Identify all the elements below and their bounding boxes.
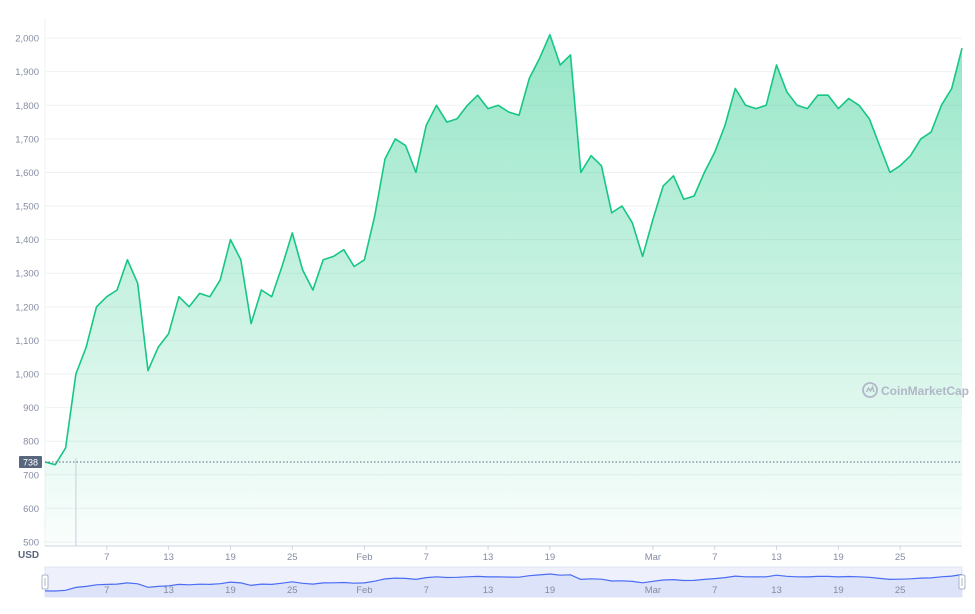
y-tick-label: 1,000 <box>15 370 39 381</box>
y-tick-label: 1,700 <box>15 134 39 145</box>
x-tick-label: 7 <box>712 552 717 563</box>
navigator-line <box>44 573 963 592</box>
navigator-tick-label: 25 <box>287 585 298 596</box>
price-area-fill <box>45 34 962 546</box>
navigator-tick-label: 19 <box>225 585 236 596</box>
x-tick-label: 13 <box>771 552 782 563</box>
y-tick-label: 1,900 <box>15 67 39 78</box>
x-tick-label: Mar <box>645 552 661 563</box>
currency-label: USD <box>18 550 39 561</box>
watermark-logo: CoinMarketCap <box>862 382 969 398</box>
range-navigator[interactable]: 7 13 19 25 Feb 7 13 19 Mar 7 13 19 25 <box>41 566 966 598</box>
x-tick-label: 19 <box>225 552 236 563</box>
y-axis-ticks: 500 600 700 800 900 1,000 1,100 1,200 1,300 1,400… <box>15 34 39 549</box>
x-tick-label: 19 <box>833 552 844 563</box>
y-tick-label: 1,500 <box>15 202 39 213</box>
x-tick-label: 7 <box>104 552 109 563</box>
navigator-tick-label: 13 <box>163 585 174 596</box>
x-tick-label: 25 <box>287 552 298 563</box>
x-tick-label: 13 <box>163 552 174 563</box>
y-tick-label: 700 <box>23 470 39 481</box>
y-tick-label: 800 <box>23 437 39 448</box>
x-tick-label: Feb <box>356 552 372 563</box>
y-tick-label: 1,600 <box>15 168 39 179</box>
y-tick-label: 600 <box>23 504 39 515</box>
current-price-label: 738 <box>23 458 38 468</box>
navigator-tick-label: 7 <box>424 585 429 596</box>
navigator-tick-label: Feb <box>356 585 372 596</box>
price-series-line[interactable] <box>44 33 963 466</box>
x-axis-ticks: 7 13 19 25 Feb 7 13 19 Mar 7 13 19 25 <box>104 546 905 563</box>
price-line[interactable] <box>44 33 963 466</box>
reference-price-line <box>45 457 962 546</box>
watermark-text: CoinMarketCap <box>881 384 969 398</box>
price-area <box>45 34 962 546</box>
coinmarketcap-icon-mark <box>865 385 875 393</box>
y-tick-label: 1,300 <box>15 269 39 280</box>
navigator-area <box>45 574 962 597</box>
navigator-tick-label: 19 <box>545 585 556 596</box>
x-tick-label: 19 <box>545 552 556 563</box>
navigator-tick-label: Mar <box>645 585 661 596</box>
y-tick-label: 2,000 <box>15 34 39 45</box>
y-tick-label: 1,100 <box>15 336 39 347</box>
y-tick-label: 1,400 <box>15 235 39 246</box>
y-tick-label: 500 <box>23 537 39 548</box>
navigator-tick-label: 13 <box>483 585 494 596</box>
navigator-tick-label: 19 <box>833 585 844 596</box>
x-tick-label: 13 <box>483 552 494 563</box>
x-tick-label: 7 <box>424 552 429 563</box>
navigator-tick-label: 7 <box>712 585 717 596</box>
y-tick-label: 900 <box>23 403 39 414</box>
y-tick-label: 1,200 <box>15 302 39 313</box>
coinmarketcap-icon <box>862 382 878 398</box>
navigator-tick-label: 13 <box>771 585 782 596</box>
y-tick-label: 1,800 <box>15 101 39 112</box>
x-tick-label: 25 <box>895 552 906 563</box>
navigator-tick-label: 25 <box>895 585 906 596</box>
current-price-badge: 738 <box>19 456 42 469</box>
navigator-tick-label: 7 <box>104 585 109 596</box>
